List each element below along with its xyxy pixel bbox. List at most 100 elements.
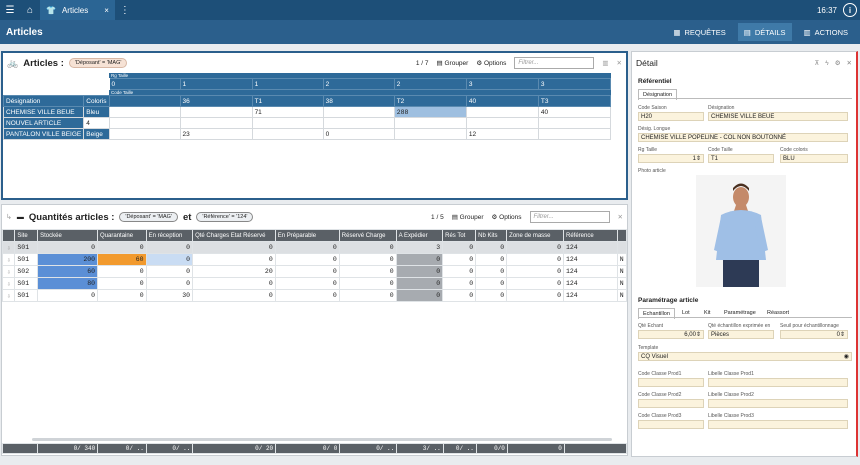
group-button[interactable]: ▤ Grouper [436, 60, 469, 67]
cell[interactable]: 71 [251, 106, 324, 118]
stepper-icon[interactable]: ⇕ [695, 332, 701, 338]
cell[interactable]: S02 [14, 265, 39, 278]
cell[interactable] [322, 106, 395, 118]
pin-icon[interactable]: ⇩ [1, 241, 16, 254]
cell[interactable] [251, 128, 324, 140]
tab-reassort[interactable]: Réassort [767, 310, 790, 316]
more-icon[interactable]: ⋮ [119, 4, 130, 16]
cell[interactable]: 0 [442, 289, 477, 302]
cell[interactable]: N [616, 277, 628, 290]
cell[interactable]: S01 [14, 277, 39, 290]
options-button[interactable]: ⚙ Options [491, 214, 522, 221]
cell[interactable] [108, 128, 181, 140]
eye-icon[interactable]: ◉ [843, 354, 849, 360]
cell[interactable] [616, 241, 628, 254]
cell[interactable]: N [616, 253, 628, 266]
bolt-icon[interactable]: ϟ [825, 59, 829, 67]
column-header[interactable]: A Expédier [395, 229, 444, 242]
column-header[interactable]: Rés Tot [442, 229, 477, 242]
cell[interactable]: 0 [475, 241, 508, 254]
cell[interactable]: 0 [274, 253, 340, 266]
cell[interactable]: 0 [274, 289, 340, 302]
column-header[interactable]: En réception [145, 229, 194, 242]
cell[interactable] [108, 106, 181, 118]
cell[interactable]: 0 [442, 265, 477, 278]
filter-input[interactable]: Filtrer... [529, 211, 610, 223]
cell[interactable]: S01 [14, 241, 39, 254]
cell[interactable]: 0 [192, 277, 276, 290]
details-button[interactable]: ▤ DÉTAILS [737, 23, 792, 41]
cell[interactable]: 0 [97, 265, 147, 278]
gear-icon[interactable]: ⚙ [834, 60, 841, 67]
cell[interactable]: S01 [14, 253, 39, 266]
cell[interactable]: 0 [506, 241, 564, 254]
cell[interactable] [179, 106, 253, 118]
column-header[interactable]: Stockée [37, 229, 99, 242]
cell[interactable]: 0 [145, 241, 194, 254]
cell[interactable]: N [616, 265, 628, 278]
cell[interactable]: 0 [274, 241, 340, 254]
cell[interactable]: 0 [506, 277, 564, 290]
filter-chip[interactable]: 'Déposant' = 'MAG' [119, 212, 178, 222]
pin-icon[interactable]: ⇩ [1, 289, 16, 302]
cell[interactable]: 0 [97, 241, 147, 254]
cell[interactable]: 124 [562, 253, 618, 266]
rg-taille-field[interactable]: 1 ⇕ [638, 154, 704, 163]
cell[interactable]: 0 [274, 265, 340, 278]
cell[interactable]: 0 [475, 289, 508, 302]
cell[interactable]: 0 [97, 277, 147, 290]
cell[interactable]: 30 [145, 289, 194, 302]
column-header[interactable]: Zone de masse [506, 229, 564, 242]
cell[interactable]: 23 [179, 128, 253, 140]
cell[interactable]: 0 [274, 277, 340, 290]
libelle-classe-field[interactable] [708, 420, 848, 429]
cell[interactable]: 80 [37, 277, 99, 290]
cell[interactable]: 0 [192, 289, 276, 302]
cell[interactable]: 0 [338, 277, 397, 290]
pin-icon[interactable]: ⇩ [1, 265, 16, 278]
cell[interactable] [393, 128, 467, 140]
cell[interactable]: 0 [338, 289, 397, 302]
tree-icon[interactable]: ⊼ [814, 60, 820, 67]
cell[interactable]: 0 [322, 128, 395, 140]
tab-lot[interactable]: Lot [682, 310, 690, 316]
cell[interactable]: 0 [37, 289, 99, 302]
cell[interactable]: 0 [506, 289, 564, 302]
column-header[interactable]: Réservé Charge [338, 229, 397, 242]
stepper-icon[interactable]: ⇕ [695, 156, 701, 162]
cell[interactable]: 0 [395, 277, 444, 290]
cell[interactable]: 0 [338, 241, 397, 254]
cell[interactable] [465, 106, 539, 118]
cell[interactable]: 0 [442, 277, 477, 290]
cell[interactable]: 60 [37, 265, 99, 278]
columns-icon[interactable]: ▥ [602, 60, 609, 67]
cell[interactable]: 0 [506, 253, 564, 266]
table-row[interactable]: ⇩ S01 0 0 0 0 0 0 3 0 0 0 124 [1, 241, 628, 254]
cell[interactable]: 12 [465, 128, 539, 140]
actions-button[interactable]: ▥ ACTIONS [798, 23, 854, 41]
column-header[interactable]: En Préparable [274, 229, 340, 242]
code-taille-field[interactable]: T1 [708, 154, 774, 163]
col-coloris[interactable]: Coloris [83, 95, 110, 107]
cell[interactable]: 0 [395, 289, 444, 302]
info-icon[interactable]: i [843, 3, 857, 17]
desig-longue-field[interactable]: CHEMISE VILLE POPELINE - COL NON BOUTONN… [638, 133, 848, 142]
options-button[interactable]: ⚙ Options [476, 60, 507, 67]
column-header[interactable]: Quarantaine [97, 229, 147, 242]
column-header[interactable]: Qté Charges Etat Réservé [192, 229, 276, 242]
cell[interactable]: 0 [475, 277, 508, 290]
template-field[interactable]: CQ Visuel ◉ [638, 352, 852, 361]
requetes-button[interactable]: ▦ REQUÊTES [667, 23, 731, 41]
qte-unit-select[interactable]: Pièces [708, 330, 774, 339]
group-button[interactable]: ▤ Grouper [451, 214, 484, 221]
cell[interactable]: 0 [145, 253, 194, 266]
close-icon[interactable]: × [104, 5, 109, 15]
cell[interactable]: 0 [97, 289, 147, 302]
table-row[interactable]: ⇩ S02 60 0 0 20 0 0 0 0 0 0 124 N [1, 265, 628, 278]
column-header[interactable]: Nb Kits [475, 229, 508, 242]
libelle-classe-field[interactable] [708, 399, 848, 408]
cell[interactable]: 0 [395, 265, 444, 278]
code-classe-field[interactable] [638, 399, 704, 408]
cell[interactable]: 60 [97, 253, 147, 266]
cell[interactable]: 0 [338, 265, 397, 278]
